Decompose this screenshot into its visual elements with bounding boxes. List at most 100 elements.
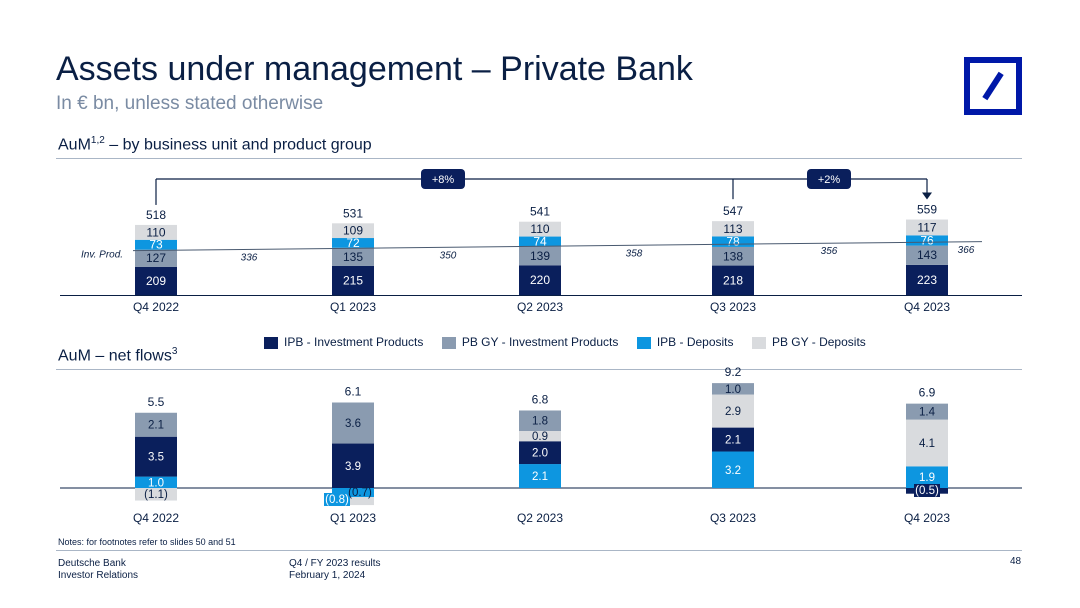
inv-prod-label: Inv. Prod. (81, 250, 123, 261)
aum-segment-label: 74 (533, 235, 547, 249)
negative-label-bg (914, 484, 940, 497)
netflows-bar-segment (135, 488, 177, 501)
aum-total-label: 547 (723, 204, 743, 218)
aum-segment-label: 215 (343, 273, 363, 287)
netflows-bar-segment (906, 419, 948, 467)
aum-bar-segment (712, 265, 754, 295)
page-subtitle: In € bn, unless stated otherwise (56, 93, 324, 114)
netflows-bar-segment (332, 402, 374, 444)
netflows-segment-label: 1.4 (919, 407, 936, 419)
netflows-segment-label: 4.1 (919, 438, 935, 450)
aum-segment-label: 138 (723, 249, 743, 263)
netflows-segment-label: 2.9 (725, 406, 741, 418)
netflows-segment-label: 1.8 (532, 416, 548, 428)
netflows-segment-label: 3.2 (725, 465, 741, 477)
aum-segment-label: 143 (917, 248, 937, 262)
aum-bar-segment (906, 264, 948, 295)
legend-item-pbgy-investment: PB GY - Investment Products (441, 335, 618, 349)
aum-bar-segment (712, 221, 754, 237)
aum-total-label: 559 (917, 203, 937, 217)
netflows-segment-label: 3.6 (345, 418, 361, 430)
negative-label-bg (324, 493, 350, 506)
netflows-bar-segment (135, 412, 177, 437)
netflows-x-tick-label: Q2 2023 (517, 511, 563, 525)
chart-legend: IPB - Investment Products PB GY - Invest… (264, 333, 880, 349)
netflows-bar-segment (135, 436, 177, 477)
aum-bar-segment (906, 235, 948, 246)
aum-bar-segment (906, 219, 948, 236)
netflows-segment-label: 1.0 (148, 477, 164, 489)
aum-bar-segment (332, 223, 374, 239)
inv-prod-value-label: 366 (958, 245, 975, 256)
netflows-x-tick-label: Q1 2023 (330, 511, 376, 525)
aum-bar-segment (712, 246, 754, 266)
footnote: Notes: for footnotes refer to slides 50 … (58, 537, 236, 547)
growth-badge-label: +2% (818, 174, 841, 186)
netflows-total-label: 6.1 (345, 385, 362, 399)
netflows-segment-label: 3.5 (148, 452, 164, 464)
aum-x-tick-label: Q1 2023 (330, 300, 376, 314)
netflows-total-label: 9.2 (725, 365, 742, 379)
aum-bar-segment (332, 247, 374, 266)
aum-x-tick-label: Q3 2023 (710, 300, 756, 314)
aum-segment-label: 113 (723, 222, 742, 236)
netflows-x-tick-label: Q4 2023 (904, 511, 950, 525)
netflows-bar-segment (712, 451, 754, 488)
netflows-bar-segment (519, 410, 561, 431)
netflows-segment-label: 3.9 (345, 461, 361, 473)
aum-bar-segment (519, 221, 561, 237)
aum-bar-segment (712, 236, 754, 247)
aum-bar-segment (332, 265, 374, 295)
aum-segment-label: 76 (920, 233, 934, 247)
aum-segment-label: 72 (346, 236, 360, 250)
netflows-segment-label: 2.1 (725, 435, 741, 447)
netflows-segment-label: 2.1 (148, 420, 164, 432)
netflows-segment-label: (0.8) (325, 494, 349, 506)
netflows-bar-segment (135, 476, 177, 488)
growth-badge-label: +8% (432, 174, 455, 186)
netflows-bar-segment (519, 441, 561, 465)
legend-item-ipb-deposits: IPB - Deposits (636, 335, 734, 349)
netflows-total-label: 6.8 (532, 392, 549, 406)
inv-prod-value-label: 350 (440, 250, 457, 261)
aum-segment-label: 73 (149, 238, 163, 252)
aum-segment-label: 223 (917, 273, 937, 287)
growth-badge (807, 169, 851, 189)
netflows-segment-label: 2.0 (532, 448, 548, 460)
netflows-segment-label: 1.9 (919, 472, 935, 484)
inv-prod-value-label: 356 (821, 246, 838, 257)
aum-segment-label: 117 (917, 220, 936, 234)
aum-bar-segment (519, 236, 561, 247)
netflows-total-label: 6.9 (919, 386, 936, 400)
aum-x-tick-label: Q4 2023 (904, 300, 950, 314)
netflows-section-title: AuM – net flows3 (58, 346, 178, 365)
aum-bar-segment (519, 246, 561, 266)
aum-segment-label: 110 (146, 225, 165, 239)
aum-segment-label: 109 (343, 224, 363, 238)
inv-prod-value-label: 336 (241, 252, 258, 263)
netflows-segment-label: (1.1) (144, 489, 168, 501)
netflows-bar-segment (332, 443, 374, 488)
netflows-bar-segment (712, 383, 754, 395)
growth-arrow-head (922, 192, 932, 200)
netflows-segment-label: (0.5) (915, 485, 939, 497)
netflows-bar-segment (712, 394, 754, 428)
aum-bar-segment (135, 266, 177, 295)
aum-segment-label: 220 (530, 273, 550, 287)
inv-prod-trend-line (132, 241, 983, 252)
netflows-bar-segment (712, 427, 754, 452)
netflows-segment-label: (0.7) (348, 487, 372, 499)
aum-bar-segment (906, 245, 948, 265)
aum-bar-segment (519, 265, 561, 295)
netflows-bar-segment (906, 403, 948, 420)
aum-segment-label: 139 (530, 249, 550, 263)
netflows-segment-label: 0.9 (532, 431, 548, 443)
netflows-bar-segment (519, 464, 561, 488)
aum-total-label: 541 (530, 205, 550, 219)
aum-x-tick-label: Q2 2023 (517, 300, 563, 314)
page-number: 48 (1010, 556, 1022, 567)
aum-bar-segment (135, 239, 177, 250)
aum-total-label: 531 (343, 206, 363, 220)
